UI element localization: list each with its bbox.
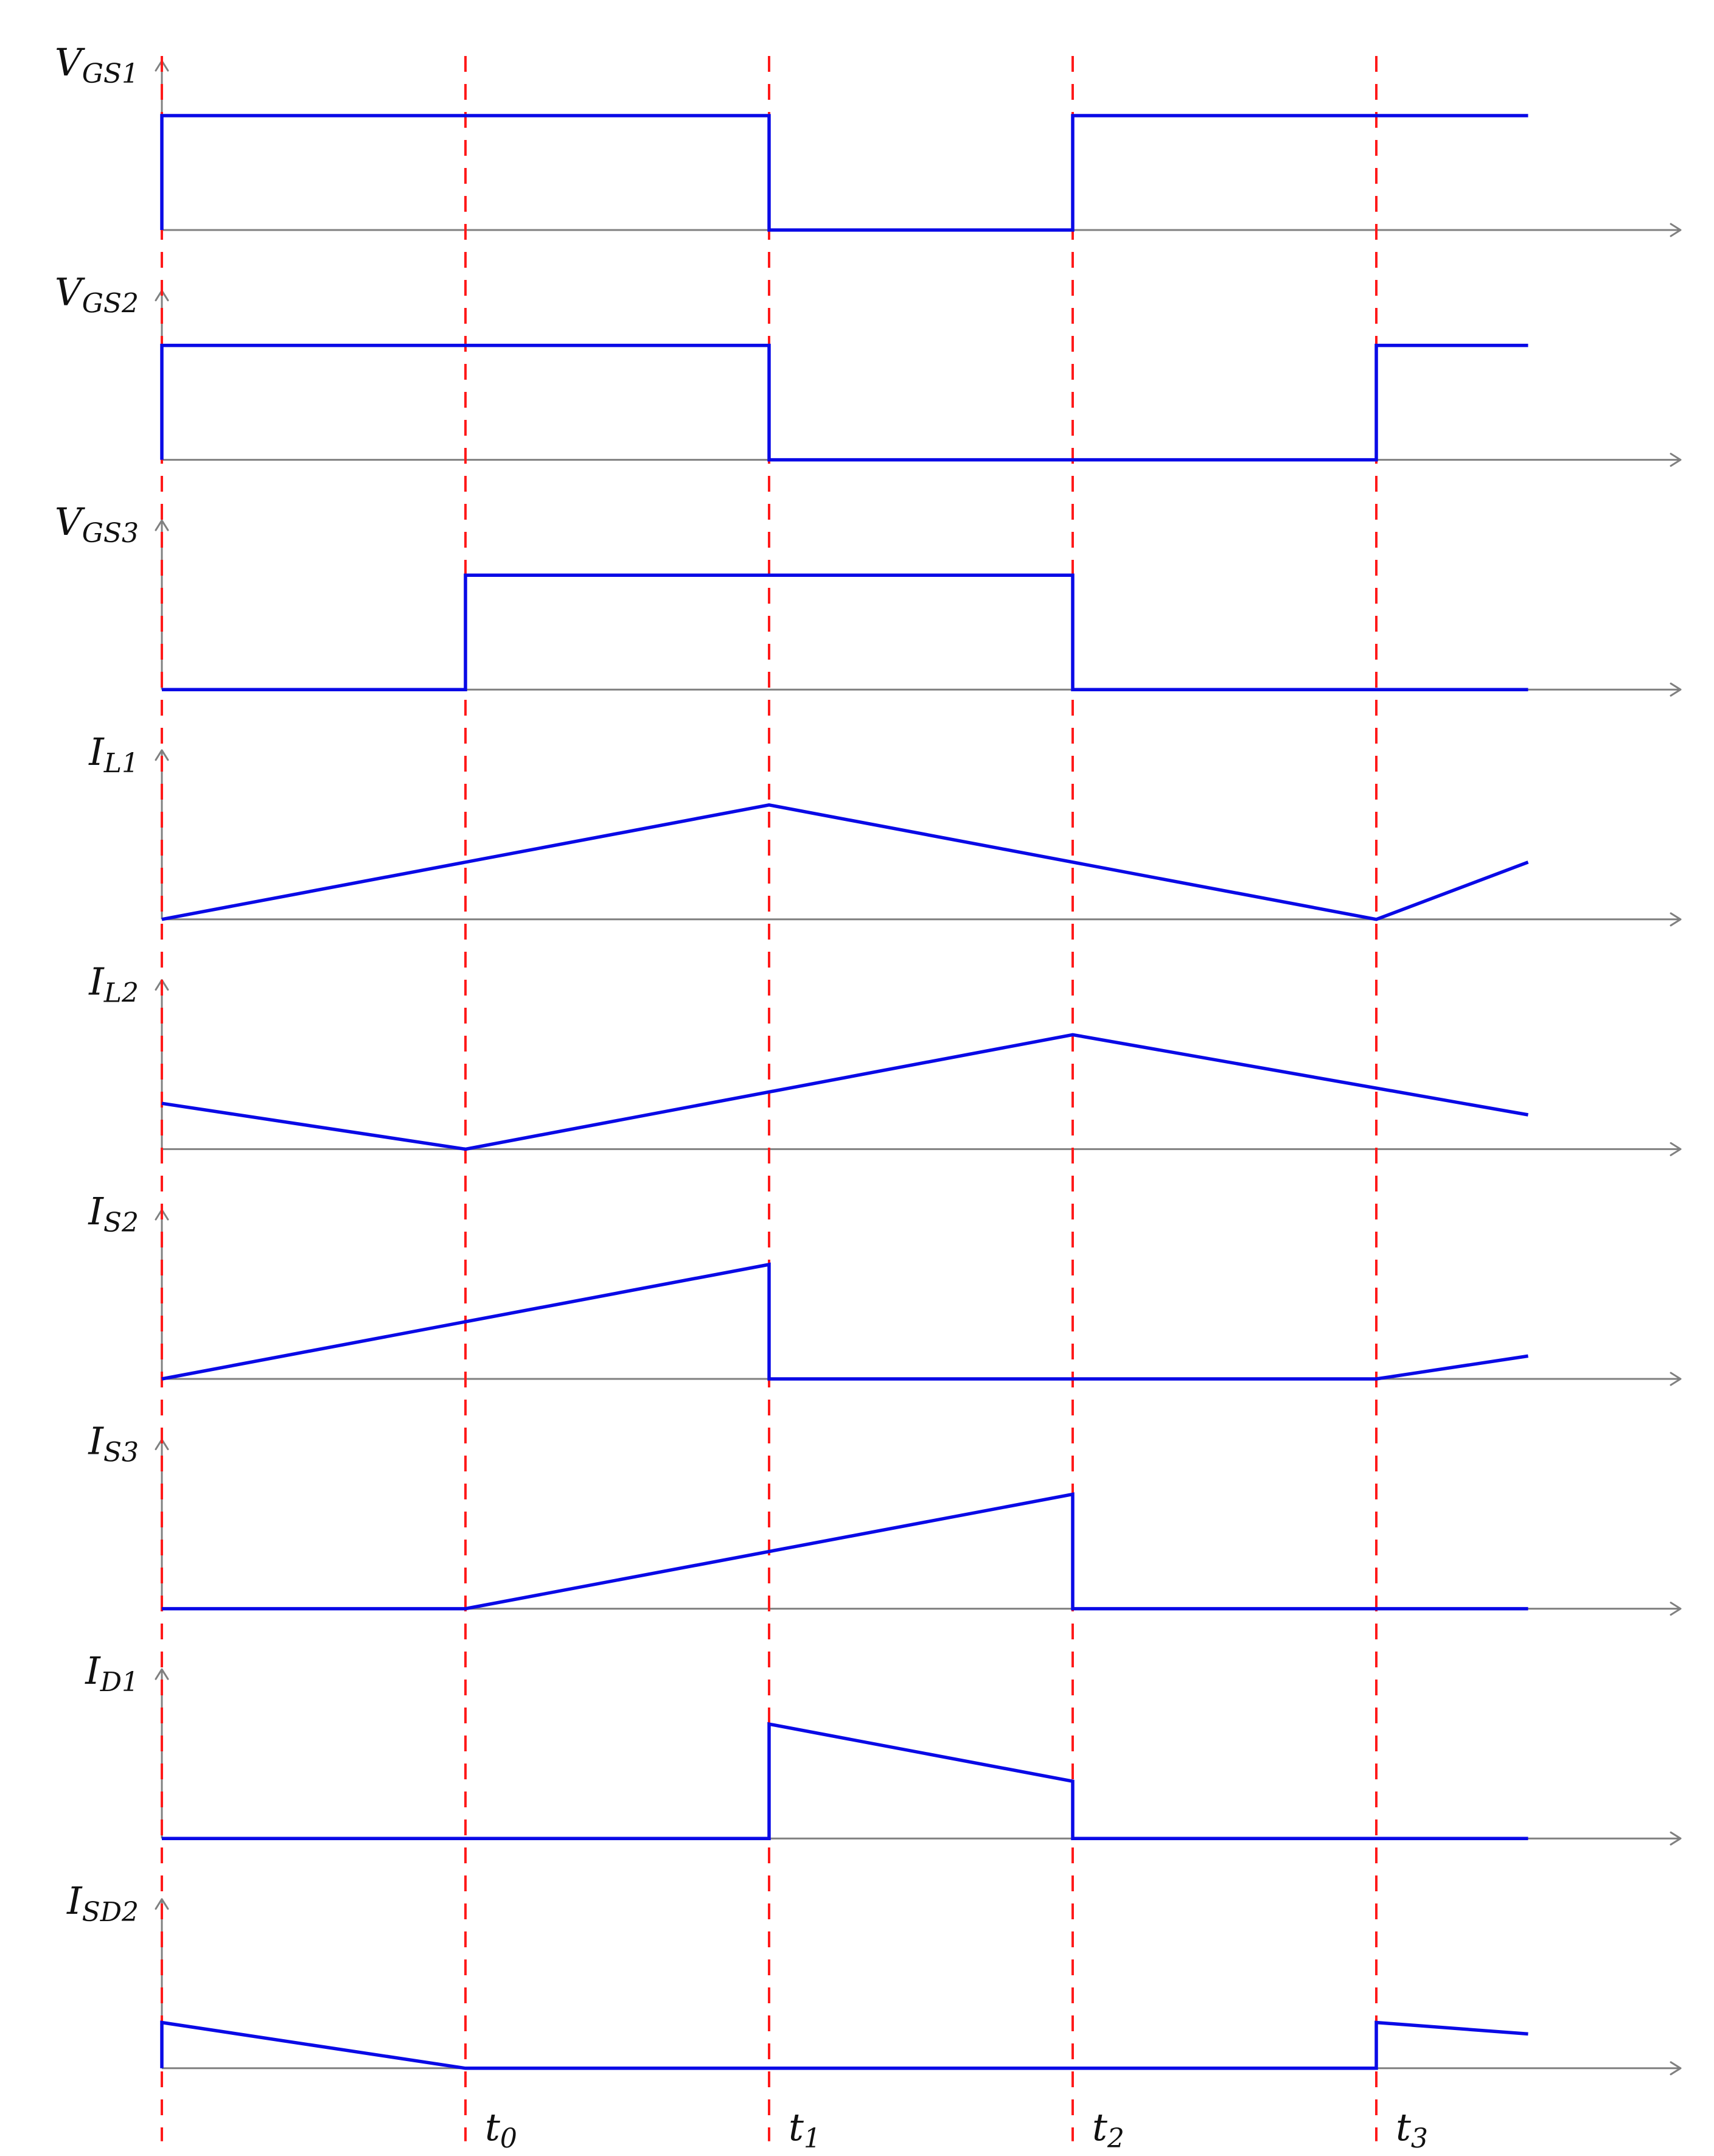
signal-label-main: V (55, 40, 86, 85)
time-marker-label-t0: t0 (485, 2105, 517, 2154)
y-axis-arrow-gs3 (155, 519, 169, 531)
signal-label-l2: IL2 (88, 959, 139, 1008)
time-marker-label-main: t (1092, 2105, 1107, 2149)
time-marker-label-t2: t2 (1092, 2105, 1124, 2154)
signal-label-d1: ID1 (85, 1648, 139, 1698)
x-axis-arrow-s3 (1670, 1602, 1682, 1616)
x-axis-arrow-gs3 (1670, 682, 1682, 697)
time-marker-label-main: t (1396, 2105, 1411, 2149)
signal-label-main: I (66, 1879, 83, 1923)
signal-label-gs3: VGS3 (55, 500, 139, 549)
signal-label-subscript: L2 (103, 977, 139, 1008)
waveform-l1 (161, 803, 1529, 921)
x-axis-arrow-s2 (1670, 1372, 1682, 1386)
time-marker-label-t3: t3 (1396, 2105, 1428, 2154)
signal-label-main: I (85, 1648, 101, 1693)
time-marker-label-main: t (789, 2105, 804, 2149)
waveform-gs3 (162, 573, 1528, 691)
y-axis-arrow-l1 (155, 749, 169, 761)
waveform-s3 (162, 1492, 1528, 1611)
waveform-d1 (162, 1722, 1528, 1840)
signal-label-gs2: VGS2 (55, 270, 139, 319)
signal-label-main: V (55, 500, 86, 544)
signal-label-subscript: GS1 (82, 58, 139, 89)
signal-label-main: I (88, 959, 105, 1003)
signal-label-s3: IS3 (88, 1419, 139, 1468)
waveform-s2 (161, 1262, 1528, 1381)
signal-label-subscript: GS3 (82, 518, 139, 549)
time-marker-label-main: t (485, 2105, 500, 2149)
waveform-l2 (161, 1033, 1528, 1151)
waveform-sd2 (160, 2020, 1528, 2070)
time-marker-label-subscript: 1 (804, 2123, 821, 2154)
time-marker-label-subscript: 0 (500, 2123, 517, 2154)
x-axis-arrow-d1 (1670, 1831, 1682, 1846)
signal-label-subscript: S2 (103, 1207, 139, 1238)
y-axis-arrow-d1 (155, 1668, 169, 1680)
waveform-gs2 (160, 343, 1528, 462)
signal-label-main: I (88, 1189, 104, 1233)
axes-layer (155, 60, 1682, 2076)
x-axis-arrow-gs1 (1670, 223, 1682, 237)
signal-label-subscript: D1 (100, 1667, 139, 1698)
x-axis-arrow-l1 (1670, 912, 1682, 927)
signal-label-main: V (55, 270, 86, 315)
signal-label-subscript: L1 (103, 748, 139, 779)
signal-label-main: I (88, 1419, 104, 1463)
signal-label-subscript: S3 (103, 1437, 139, 1468)
waveform-gs1 (160, 114, 1528, 232)
signal-label-main: I (88, 730, 105, 774)
time-marker-label-subscript: 3 (1411, 2123, 1428, 2154)
time-marker-label-t1: t1 (789, 2105, 821, 2154)
signal-label-subscript: GS2 (82, 288, 139, 319)
x-axis-arrow-l2 (1670, 1142, 1682, 1156)
waveforms (160, 114, 1529, 2070)
signal-label-l1: IL1 (88, 730, 139, 779)
time-marker-label-subscript: 2 (1107, 2123, 1124, 2154)
x-axis-arrow-sd2 (1670, 2061, 1682, 2076)
signal-label-subscript: SD2 (82, 1897, 139, 1928)
x-axis-arrow-gs2 (1670, 453, 1682, 467)
y-axis-arrow-sd2 (155, 1898, 169, 1910)
signal-label-sd2: ISD2 (66, 1879, 139, 1928)
signal-label-gs1: VGS1 (55, 40, 139, 89)
signal-label-s2: IS2 (88, 1189, 139, 1238)
